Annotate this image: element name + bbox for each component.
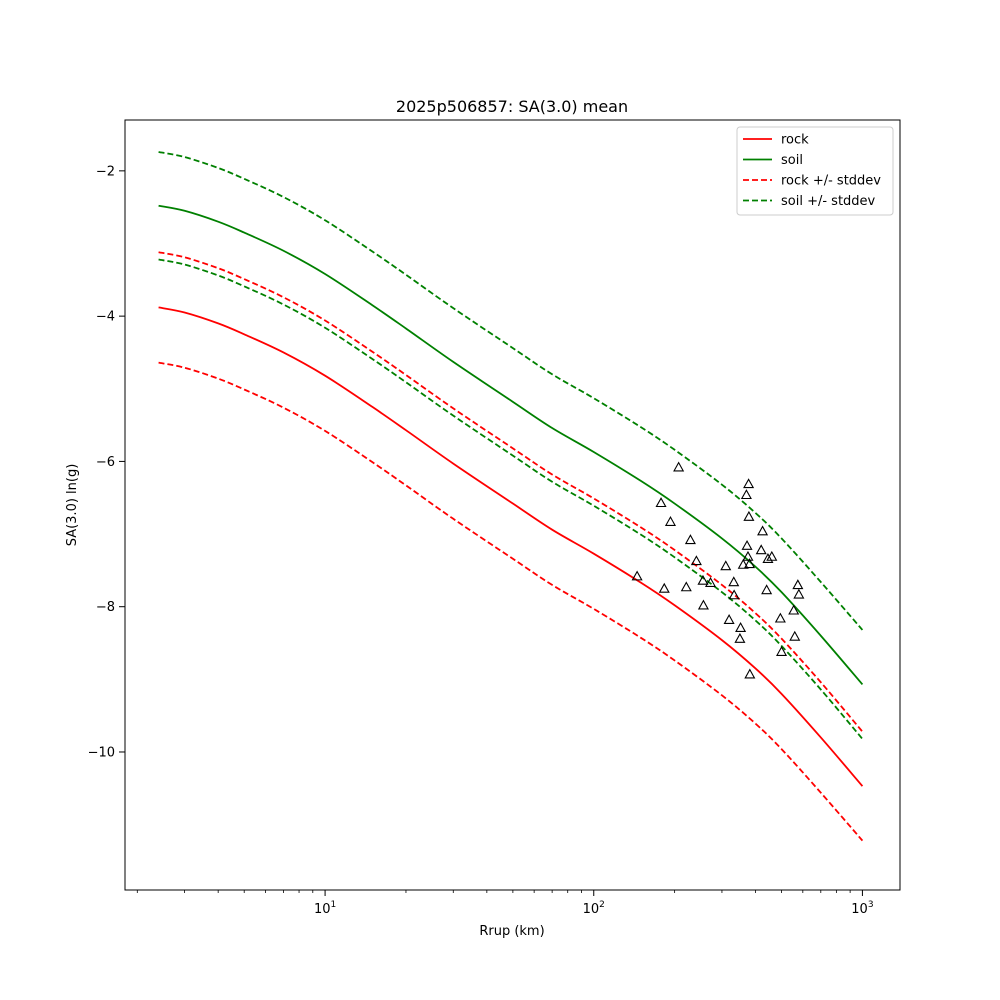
y-tick-label: −2 [96,164,115,179]
observation-point [755,544,767,555]
observation-points [631,461,805,679]
observation-point [704,576,717,587]
x-axis-label: Rrup (km) [479,924,544,939]
observation-point [774,612,786,623]
legend-box [736,126,894,216]
observation-point [776,646,788,656]
observation-point [684,534,696,545]
plot-area [158,151,864,842]
observation-point [744,668,756,679]
series-line-4 [158,151,864,631]
observation-point [734,632,746,643]
legend-label: rock [781,133,809,148]
observation-point [631,570,643,581]
observation-point [697,574,709,585]
observation-point [735,622,747,632]
observation-point [788,604,800,615]
observation-point [743,558,756,569]
observation-point [737,558,749,569]
observation-point [757,525,769,536]
observation-point [742,550,754,561]
observation-point [740,489,752,500]
observation-point [741,539,753,550]
observation-point [766,550,778,561]
x-tick-label: 102 [583,900,605,917]
y-tick-label: −8 [96,600,115,615]
x-tick-label: 103 [851,900,873,917]
chart-title: 2025p506857: SA(3.0) mean [396,97,628,116]
series-line-3 [158,361,864,842]
observation-point [697,599,709,610]
observation-point [655,497,667,508]
series-line-2 [158,251,864,733]
observation-point [792,579,804,590]
y-tick-label: −4 [96,310,115,325]
observation-point [743,510,755,521]
y-axis: −2 −4 −6 −8 −10 [88,164,125,760]
y-tick-label: −10 [88,745,115,760]
observation-point [723,614,735,625]
x-axis: 101 102 103 [136,890,874,917]
observation-point [673,461,685,472]
series-layer [158,151,864,842]
observation-point [761,584,773,595]
observation-point [728,589,740,600]
series-line-0 [158,306,864,787]
legend-label: soil [781,153,803,168]
observation-point [789,630,801,641]
series-line-5 [158,258,864,740]
legend: rock soil rock +/- stddev soil +/- stddev [736,126,894,216]
observation-point [728,576,740,587]
x-tick-label: 101 [314,900,336,917]
observation-point [664,515,677,526]
observation-point [793,588,805,599]
legend-label: soil +/- stddev [781,194,876,209]
observation-point [743,478,755,489]
observation-point [720,560,732,571]
y-axis-label: SA(3.0) ln(g) [65,464,80,547]
observation-point [680,581,692,592]
observation-point [690,555,702,566]
observation-point [658,582,670,593]
observation-point [762,553,774,563]
series-line-1 [158,204,864,686]
legend-label: rock +/- stddev [781,174,881,189]
y-tick-label: −6 [96,455,115,470]
